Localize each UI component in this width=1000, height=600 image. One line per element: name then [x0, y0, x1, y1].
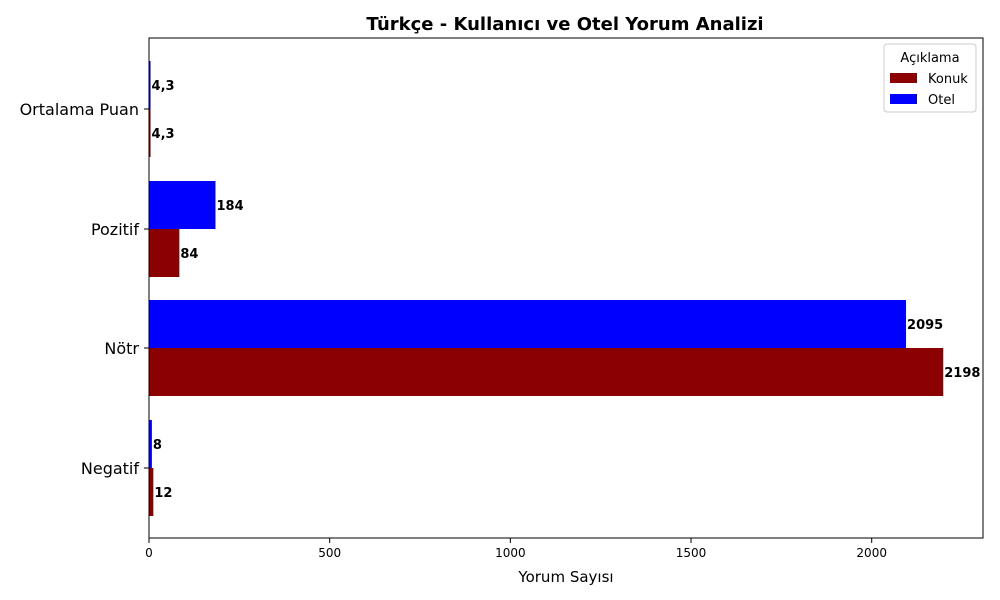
bar-konuk-ortalama-puan	[149, 109, 151, 157]
data-label-konuk-ortalama-puan: 4,3	[152, 127, 175, 142]
legend-item-otel[interactable]: Otel	[890, 93, 955, 108]
x-tick-label: 1000	[495, 546, 526, 560]
x-axis: 0 500 1000 1500 2000	[145, 538, 887, 560]
y-tick-label-notr: Nötr	[104, 339, 139, 358]
chart-title: Türkçe - Kullanıcı ve Otel Yorum Analizi	[366, 14, 763, 35]
x-tick-label: 2000	[856, 546, 887, 560]
data-label-konuk-pozitif: 84	[180, 247, 198, 262]
bars-layer	[149, 61, 944, 516]
legend-swatch-konuk	[890, 73, 917, 83]
bar-otel-pozitif	[149, 181, 216, 229]
data-label-konuk-notr: 2198	[944, 366, 980, 381]
y-tick-label-negatif: Negatif	[81, 459, 139, 478]
x-tick-label: 1500	[676, 546, 707, 560]
data-labels-layer: 12 2198 84 4,3 8 2095 184 4,3	[152, 79, 981, 501]
y-tick-label-ortalama-puan: Ortalama Puan	[20, 100, 139, 119]
data-label-otel-ortalama-puan: 4,3	[152, 79, 175, 94]
bar-otel-ortalama-puan	[149, 61, 151, 109]
legend-label-konuk: Konuk	[928, 72, 968, 87]
bar-konuk-pozitif	[149, 229, 180, 277]
bar-konuk-notr	[149, 348, 944, 396]
y-axis: Negatif Nötr Pozitif Ortalama Puan	[20, 100, 149, 478]
data-label-otel-negatif: 8	[153, 438, 162, 453]
data-label-konuk-negatif: 12	[154, 486, 172, 501]
legend-item-konuk[interactable]: Konuk	[890, 72, 968, 87]
legend-label-otel: Otel	[928, 93, 955, 108]
x-tick-label: 500	[318, 546, 341, 560]
x-axis-title: Yorum Sayısı	[517, 568, 613, 586]
y-tick-label-pozitif: Pozitif	[91, 220, 139, 239]
legend-swatch-otel	[890, 94, 917, 104]
x-tick-label: 0	[145, 546, 153, 560]
legend-title: Açıklama	[900, 51, 959, 66]
bar-konuk-negatif	[149, 468, 154, 516]
data-label-otel-pozitif: 184	[216, 199, 243, 214]
bar-otel-negatif	[149, 420, 152, 468]
plot-frame	[148, 37, 984, 539]
data-label-otel-notr: 2095	[907, 318, 943, 333]
bar-otel-notr	[149, 300, 907, 348]
legend[interactable]: Açıklama Konuk Otel	[883, 43, 977, 113]
